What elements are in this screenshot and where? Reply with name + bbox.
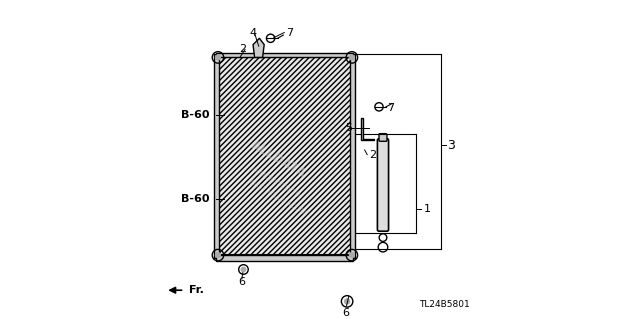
Circle shape bbox=[216, 253, 221, 258]
Circle shape bbox=[349, 55, 355, 60]
FancyBboxPatch shape bbox=[216, 53, 353, 57]
Polygon shape bbox=[218, 57, 352, 255]
FancyBboxPatch shape bbox=[379, 134, 387, 141]
Circle shape bbox=[349, 253, 355, 258]
Text: 2: 2 bbox=[369, 150, 376, 160]
Text: 6: 6 bbox=[238, 277, 245, 287]
Polygon shape bbox=[253, 38, 264, 57]
Text: 5: 5 bbox=[345, 122, 352, 133]
Text: Fr.: Fr. bbox=[189, 285, 204, 295]
Text: 6: 6 bbox=[342, 308, 349, 317]
Text: ALLDATA: ALLDATA bbox=[248, 138, 308, 181]
Text: B-60: B-60 bbox=[182, 110, 210, 120]
Circle shape bbox=[344, 299, 349, 304]
FancyBboxPatch shape bbox=[216, 255, 353, 261]
Text: IS LICENSED TO: IS LICENSED TO bbox=[250, 166, 301, 198]
FancyBboxPatch shape bbox=[350, 54, 355, 258]
Text: TL24B5801: TL24B5801 bbox=[419, 300, 470, 309]
Polygon shape bbox=[362, 118, 374, 140]
Text: 7: 7 bbox=[387, 103, 394, 114]
Text: 4: 4 bbox=[249, 28, 256, 39]
Text: 2: 2 bbox=[239, 44, 246, 55]
Text: B-60: B-60 bbox=[182, 194, 210, 204]
Text: 7: 7 bbox=[287, 27, 294, 38]
FancyBboxPatch shape bbox=[378, 139, 388, 231]
Text: 1: 1 bbox=[424, 204, 431, 214]
Text: 3: 3 bbox=[447, 138, 456, 152]
Text: EAST HILLS ACURA: EAST HILLS ACURA bbox=[249, 179, 308, 217]
FancyBboxPatch shape bbox=[214, 54, 219, 258]
Circle shape bbox=[241, 267, 246, 272]
Circle shape bbox=[216, 55, 221, 60]
